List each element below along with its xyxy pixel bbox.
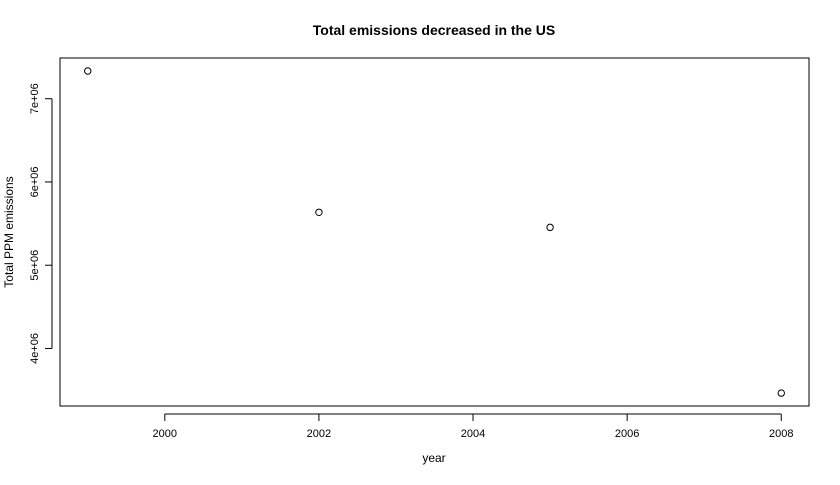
x-tick-label: 2004: [461, 428, 485, 440]
data-point: [546, 223, 554, 232]
y-tick-label: 5e+06: [29, 250, 41, 281]
data-point: [315, 208, 323, 216]
x-axis: 2000 2002 2004 2006 2008: [153, 413, 794, 440]
chart-title: Total emissions decreased in the US: [313, 22, 555, 38]
y-tick-label: 6e+06: [29, 167, 41, 198]
data-point: [777, 389, 785, 397]
y-axis-label: Total PPM emissions: [2, 176, 16, 287]
x-tick-label: 2000: [153, 428, 177, 440]
y-tick-label: 4e+06: [29, 333, 41, 364]
data-point: [84, 67, 92, 75]
y-axis: 4e+06 5e+06 6e+06 7e+06: [29, 83, 53, 364]
x-tick-label: 2002: [307, 428, 331, 440]
data-points: [84, 67, 785, 397]
x-tick-label: 2008: [769, 428, 793, 440]
y-tick-label: 7e+06: [29, 83, 41, 114]
x-axis-label: year: [422, 451, 445, 465]
plot-frame: [59, 57, 810, 407]
x-tick-label: 2006: [615, 428, 639, 440]
